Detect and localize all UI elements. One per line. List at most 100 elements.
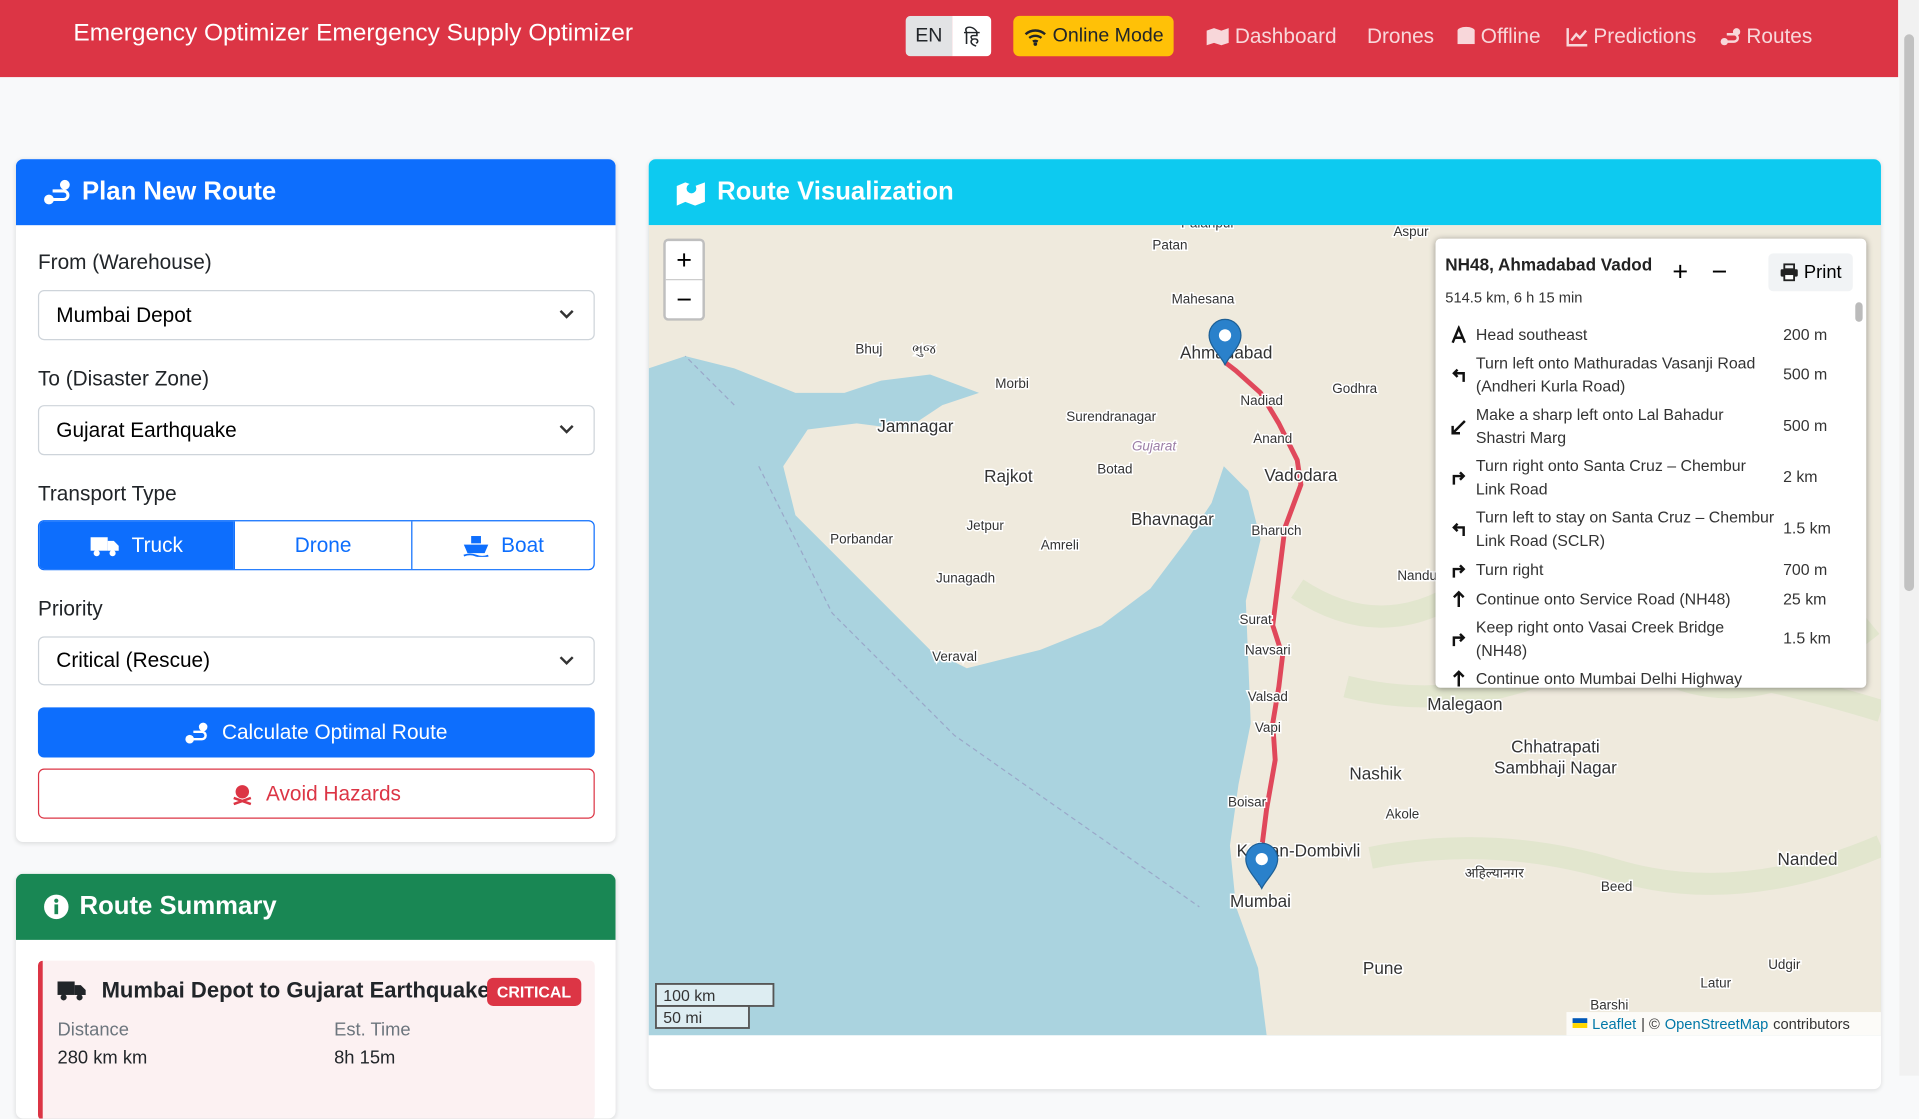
step-text: Continue onto Mumbai Delhi Highway (1476, 667, 1782, 687)
scale-mi (655, 1005, 750, 1029)
from-select[interactable]: Mumbai Depot (37, 290, 595, 341)
osm-link[interactable]: OpenStreetMap (1665, 1017, 1769, 1033)
routing-zoom-in[interactable]: + (1672, 255, 1689, 287)
step-distance: 500 m (1783, 364, 1828, 384)
marker-dot (1218, 329, 1232, 342)
attribution-text: contributors (1773, 1017, 1850, 1033)
map-label: Malegaon (1427, 694, 1502, 714)
drone-option[interactable]: Drone (233, 521, 411, 570)
zoom-out[interactable]: − (676, 283, 692, 315)
print-button[interactable]: Print (1768, 252, 1853, 291)
navbar: Emergency Optimizer Emergency Supply Opt… (0, 0, 1899, 78)
end-marker[interactable] (1245, 842, 1279, 890)
distance-value: 280 km km (57, 1047, 148, 1069)
map-label: Bhuj (855, 342, 882, 357)
database-icon (1457, 26, 1475, 45)
map-label: Vadodara (1264, 465, 1337, 485)
step-text: Turn right (1476, 558, 1782, 581)
step-line: Continue onto Service Road (NH48) (1475, 589, 1731, 609)
map-label: Udgir (1768, 957, 1801, 972)
map-title: Route Visualization (717, 177, 954, 206)
map-labels: PalanpurAspurPatanMahesanaAhmadabadBhujભ… (829, 225, 1839, 1014)
from-value: Mumbai Depot (56, 302, 192, 327)
step-distance: 500 m (1783, 416, 1828, 435)
to-value: Gujarat Earthquake (56, 417, 237, 442)
lang-hi[interactable]: हि (952, 15, 992, 57)
map-label: Nanded (1778, 849, 1838, 869)
map-label: Junagadh (936, 571, 995, 586)
print-icon (1780, 262, 1798, 281)
panel-scroll[interactable] (1855, 302, 1863, 322)
route-line (1223, 360, 1304, 885)
start-marker[interactable] (1208, 318, 1242, 367)
brand[interactable]: Emergency Optimizer Emergency Supply Opt… (73, 20, 633, 48)
route-icon (1720, 28, 1741, 46)
nav-text: Offline (1480, 24, 1541, 48)
nav-dashboard[interactable]: Dashboard (1205, 24, 1337, 48)
step-text: Continue onto Service Road (NH48) (1476, 587, 1782, 610)
map-label: Mumbai (1230, 891, 1291, 911)
priority-value: Critical (Rescue) (56, 648, 211, 672)
step-icon-path (1452, 633, 1466, 647)
lang-en[interactable]: EN (905, 15, 953, 57)
map-label: Godhra (1332, 381, 1377, 396)
attribution: Leaflet | © OpenStreetMap contributors (1592, 1017, 1850, 1033)
routing-zoom-out[interactable]: − (1711, 255, 1728, 287)
online-mode-button[interactable]: Online Mode (1013, 15, 1174, 57)
map-label: Mahesana (1172, 292, 1235, 307)
step-icon (1452, 522, 1465, 537)
map-icon (676, 182, 705, 206)
step-line: Turn left to stay on Santa Cruz – Chembu… (1475, 507, 1775, 527)
map-label: Patan (1152, 238, 1187, 253)
scrollbar-thumb[interactable] (1904, 34, 1915, 592)
flag-icon (1572, 1018, 1588, 1024)
map-label: Porbandar (830, 531, 893, 546)
map-label: Sambhaji Nagar (1494, 757, 1617, 777)
nav-text: Routes (1746, 24, 1813, 48)
leaflet-link[interactable]: Leaflet (1592, 1017, 1636, 1033)
brand-image-alt: Emergency Optimizer (73, 19, 309, 47)
route-title: Mumbai Depot to Gujarat Earthquake (101, 977, 490, 1003)
priority-select[interactable]: Critical (Rescue) (37, 636, 595, 686)
step-distance: 200 m (1783, 325, 1828, 344)
nav-drones[interactable]: Drones (1367, 24, 1434, 48)
step-line: (Andheri Kurla Road) (1475, 376, 1626, 396)
skull-icon (233, 784, 252, 805)
nav-routes[interactable]: Routes (1719, 24, 1812, 48)
scrollbar[interactable] (1899, 0, 1919, 1076)
map-label: Vapi (1255, 720, 1281, 735)
boat-option[interactable]: Boat (411, 521, 593, 570)
step-text: Turn left to stay on Santa Cruz – Chembu… (1476, 505, 1782, 552)
zoom-in[interactable]: + (665, 241, 703, 281)
route-icon (185, 722, 208, 743)
info-icon (44, 894, 69, 920)
map-label: Valsad (1248, 689, 1288, 704)
route-icon (44, 179, 70, 205)
avoid-hazards-button[interactable]: Avoid Hazards (37, 768, 595, 819)
step-distance: 2 km (1783, 467, 1818, 486)
nav-predictions[interactable]: Predictions (1566, 24, 1696, 48)
step-icon (1452, 471, 1466, 485)
step-line: Turn right (1475, 560, 1544, 579)
language-toggle: EN हि (905, 15, 992, 57)
option-text: Truck (131, 532, 183, 557)
calculate-button[interactable]: Calculate Optimal Route (37, 707, 595, 758)
button-text: Calculate Optimal Route (221, 720, 448, 744)
to-select[interactable]: Gujarat Earthquake (37, 405, 595, 456)
map-label: Palanpur (1181, 225, 1235, 230)
nav-offline[interactable]: Offline (1456, 24, 1541, 48)
priority-badge: CRITICAL (487, 977, 581, 1006)
map-label: Nandu (1397, 568, 1437, 583)
marker-dot (1255, 852, 1268, 866)
map-label: Nadiad (1240, 393, 1283, 408)
plan-header: Plan New Route (15, 159, 616, 226)
truck-option[interactable]: Truck (39, 521, 234, 570)
flag-icon (1572, 1023, 1588, 1028)
wifi-icon (1024, 28, 1047, 46)
route-summary-item: Mumbai Depot to Gujarat Earthquake CRITI… (37, 960, 595, 1119)
step-icon-path (1453, 670, 1465, 687)
map-label: Navsari (1245, 643, 1291, 658)
step-icon (1451, 325, 1467, 344)
